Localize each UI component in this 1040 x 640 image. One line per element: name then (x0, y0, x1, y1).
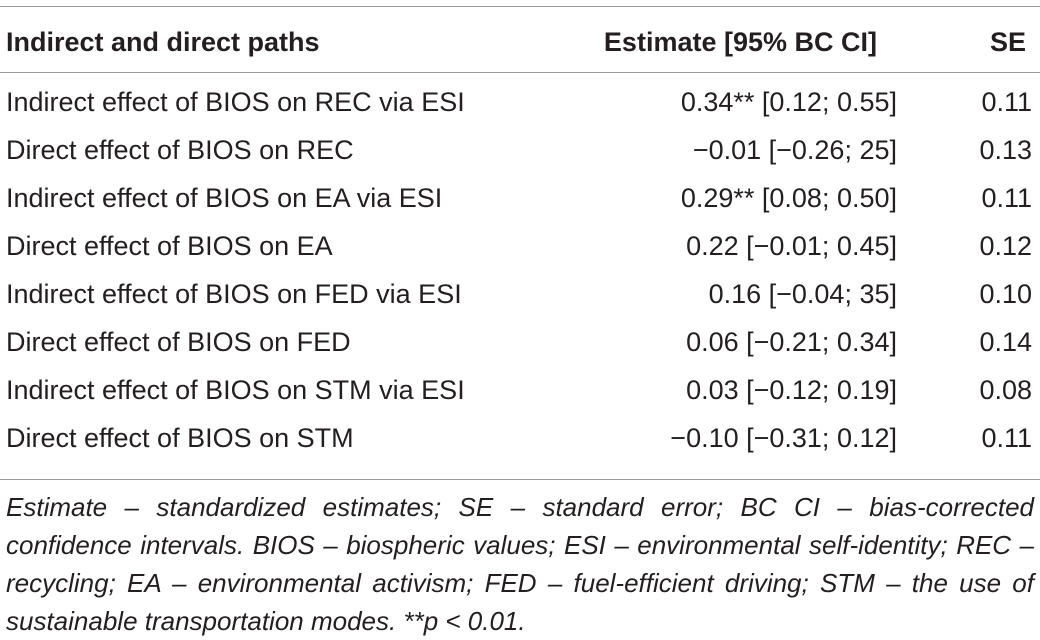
table-row: Direct effect of BIOS on EA 0.22 [−0.01;… (0, 222, 1040, 270)
table-row: Direct effect of BIOS on FED 0.06 [−0.21… (0, 318, 1040, 366)
header-se: SE (989, 26, 1026, 57)
table-top-rule (0, 6, 1040, 7)
table-row: Indirect effect of BIOS on REC via ESI 0… (0, 70, 1040, 126)
table-footnote: Estimate – standardized estimates; SE – … (6, 492, 1034, 636)
row-path: Direct effect of BIOS on REC (6, 134, 354, 165)
header-estimate: Estimate [95% BC CI] (603, 26, 877, 57)
row-estimate: 0.16 [−0.04; 35] (708, 278, 897, 309)
table-bottom-rule (0, 479, 1040, 480)
row-estimate: −0.10 [−0.31; 0.12] (670, 422, 897, 453)
table-row: Direct effect of BIOS on STM −0.10 [−0.3… (0, 414, 1040, 462)
header-path: Indirect and direct paths (6, 26, 320, 57)
row-estimate: 0.29** [0.08; 0.50] (680, 182, 897, 213)
table-row: Indirect effect of BIOS on EA via ESI 0.… (0, 174, 1040, 222)
row-path: Indirect effect of BIOS on STM via ESI (6, 374, 465, 405)
row-path: Direct effect of BIOS on STM (6, 422, 354, 453)
row-path: Indirect effect of BIOS on FED via ESI (6, 278, 462, 309)
mediation-results-table: Indirect and direct paths Estimate [95% … (0, 14, 1040, 462)
table-row: Indirect effect of BIOS on STM via ESI 0… (0, 366, 1040, 414)
row-path: Indirect effect of BIOS on EA via ESI (6, 182, 443, 213)
row-path: Direct effect of BIOS on EA (6, 230, 333, 261)
row-estimate: −0.01 [−0.26; 25] (692, 134, 897, 165)
row-estimate: 0.22 [−0.01; 0.45] (686, 230, 897, 261)
row-se: 0.08 (979, 374, 1032, 405)
row-estimate: 0.34** [0.12; 0.55] (680, 86, 897, 117)
row-se: 0.14 (979, 326, 1032, 357)
row-path: Indirect effect of BIOS on REC via ESI (6, 86, 465, 117)
table-row: Indirect effect of BIOS on FED via ESI 0… (0, 270, 1040, 318)
table-header-row: Indirect and direct paths Estimate [95% … (0, 14, 1040, 70)
row-estimate: 0.06 [−0.21; 0.34] (686, 326, 897, 357)
row-se: 0.11 (981, 422, 1032, 453)
row-estimate: 0.03 [−0.12; 0.19] (686, 374, 897, 405)
row-se: 0.13 (979, 134, 1032, 165)
row-se: 0.12 (979, 230, 1032, 261)
table-row: Direct effect of BIOS on REC −0.01 [−0.2… (0, 126, 1040, 174)
row-se: 0.11 (981, 86, 1032, 117)
row-path: Direct effect of BIOS on FED (6, 326, 351, 357)
row-se: 0.10 (979, 278, 1032, 309)
table-header-rule (0, 72, 1040, 73)
row-se: 0.11 (981, 182, 1032, 213)
